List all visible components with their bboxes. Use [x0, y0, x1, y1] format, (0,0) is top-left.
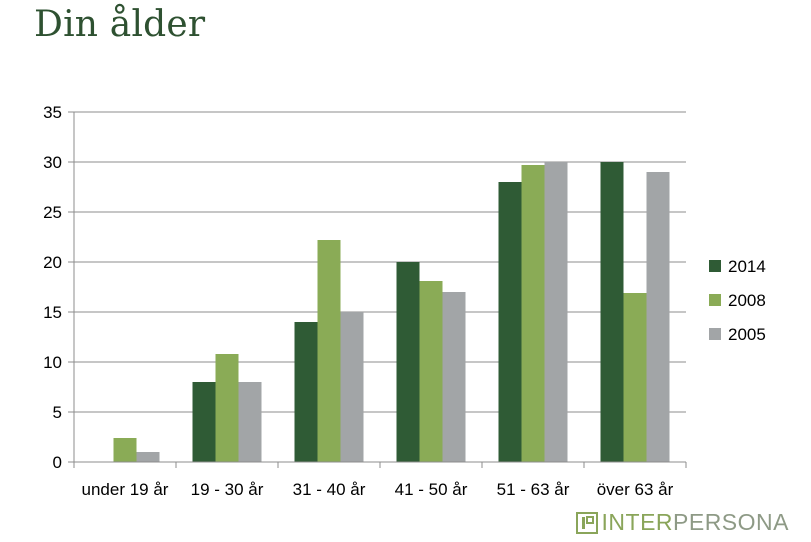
y-tick-labels: 0 5 10 15 20 25 30 35: [43, 103, 62, 472]
y-tick-label: 5: [53, 403, 62, 422]
logo-text-inter: INTER: [601, 509, 674, 535]
bar-2008: [215, 354, 239, 462]
legend-label-2008: 2008: [728, 291, 766, 310]
bar-2008: [317, 240, 341, 462]
bar-2008: [623, 293, 647, 462]
y-tick-label: 20: [43, 253, 62, 272]
x-tick-label: över 63 år: [597, 480, 674, 499]
legend-swatch-2008: [709, 294, 721, 306]
interpersona-logo: INTER PERSONA: [575, 509, 789, 536]
axes: [68, 111, 687, 468]
legend-swatch-2014: [709, 260, 721, 272]
bar-2014: [294, 322, 318, 462]
legend: 2014 2008 2005: [709, 257, 766, 344]
bars: [113, 162, 670, 462]
logo-text-persona: PERSONA: [673, 509, 789, 535]
x-tick-label: 51 - 63 år: [497, 480, 570, 499]
y-tick-label: 25: [43, 203, 62, 222]
legend-label-2005: 2005: [728, 325, 766, 344]
y-tick-label: 30: [43, 153, 62, 172]
logo-mark-icon: [575, 511, 598, 534]
bar-2008: [419, 281, 443, 462]
bar-2005: [136, 452, 160, 462]
bar-2008: [521, 165, 545, 462]
y-tick-label: 10: [43, 353, 62, 372]
y-tick-label: 35: [43, 103, 62, 122]
grid-lines: [74, 111, 686, 413]
bar-2005: [340, 312, 364, 462]
y-tick-label: 15: [43, 303, 62, 322]
x-tick-label: 41 - 50 år: [395, 480, 468, 499]
x-tick-label: 31 - 40 år: [293, 480, 366, 499]
y-tick-label: 0: [53, 453, 62, 472]
legend-label-2014: 2014: [728, 257, 766, 276]
legend-swatch-2005: [709, 328, 721, 340]
bar-2005: [646, 172, 670, 462]
bar-2005: [238, 382, 262, 462]
page-title: Din ålder: [34, 4, 206, 45]
bar-2008: [113, 438, 137, 462]
bar-2014: [600, 162, 624, 462]
x-tick-label: 19 - 30 år: [191, 480, 264, 499]
bar-2014: [498, 182, 522, 462]
x-tick-labels: under 19 år 19 - 30 år 31 - 40 år 41 - 50 å…: [82, 480, 674, 499]
bar-2014: [192, 382, 216, 462]
bar-2005: [442, 292, 466, 462]
x-tick-label: under 19 år: [82, 480, 169, 499]
bar-2014: [396, 262, 420, 462]
bar-2005: [544, 162, 568, 462]
